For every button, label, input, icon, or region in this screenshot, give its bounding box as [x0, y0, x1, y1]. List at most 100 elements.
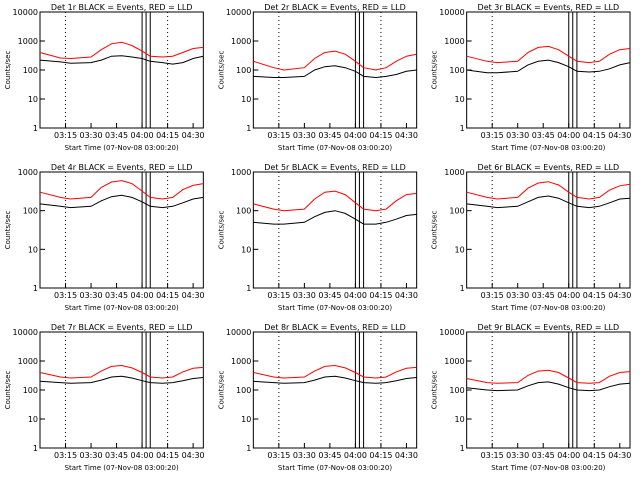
y-axis-label: Counts/sec: [217, 211, 225, 250]
x-tick-label: 04:00: [131, 131, 154, 140]
lld-series-line: [253, 190, 417, 212]
y-tick-label: 10: [454, 415, 464, 424]
chart-panel: Det 8r BLACK = Events, RED = LLD 1 10 100 10…: [217, 323, 418, 472]
y-tick-label: 1000: [444, 37, 464, 46]
x-tick-label: 03:30: [506, 131, 529, 140]
lld-series-line: [39, 41, 204, 60]
y-tick-label: 100: [236, 66, 251, 75]
x-tick-label: 03:30: [293, 291, 316, 300]
y-tick-label: 1000: [231, 37, 251, 46]
lld-series-line: [253, 364, 417, 379]
chart-title: Det 4r BLACK = Events, RED = LLD: [51, 163, 193, 172]
lld-series-line: [466, 369, 631, 384]
y-tick-label: 1: [460, 124, 465, 133]
x-axis-label: Start Time (07-Nov-08 03:00:20): [65, 464, 179, 472]
y-tick-label: 1000: [18, 168, 38, 177]
x-tick-label: 03:15: [267, 451, 290, 460]
x-tick-label: 04:00: [557, 131, 580, 140]
y-axis-label: Counts/sec: [4, 51, 12, 90]
plot-frame: [252, 331, 418, 449]
x-tick-label: 04:15: [369, 131, 392, 140]
x-tick-label: 04:15: [156, 451, 179, 460]
y-tick-label: 1000: [231, 168, 251, 177]
x-tick-label: 04:30: [182, 291, 205, 300]
x-tick-label: 03:15: [481, 291, 504, 300]
y-tick-label: 10: [241, 415, 251, 424]
plot-frame: [39, 11, 204, 129]
y-axis-label: Counts/sec: [4, 211, 12, 250]
y-tick-label: 1000: [18, 357, 38, 366]
x-axis-label: Start Time (07-Nov-08 03:00:20): [278, 464, 392, 472]
chart-panel: Det 6r BLACK = Events, RED = LLD 1 10 100 10…: [431, 163, 632, 312]
x-tick-label: 03:15: [54, 291, 77, 300]
plot-frame: [39, 331, 204, 449]
x-tick-label: 03:45: [105, 451, 128, 460]
chart-panel: Det 1r BLACK = Events, RED = LLD 1 10 100 10…: [4, 3, 205, 152]
chart-title: Det 8r BLACK = Events, RED = LLD: [264, 323, 406, 332]
x-axis-label: Start Time (07-Nov-08 03:00:20): [278, 304, 392, 312]
events-series-line: [39, 375, 204, 384]
y-tick-label: 1: [246, 444, 251, 453]
chart-panel: Det 7r BLACK = Events, RED = LLD 1 10 100 10…: [4, 323, 205, 472]
x-tick-label: 04:15: [583, 451, 606, 460]
y-tick-label: 100: [449, 66, 464, 75]
x-tick-label: 03:30: [293, 451, 316, 460]
x-axis-label: Start Time (07-Nov-08 03:00:20): [491, 304, 605, 312]
x-tick-label: 04:00: [344, 451, 367, 460]
x-tick-label: 03:30: [506, 451, 529, 460]
y-tick-label: 100: [23, 207, 38, 216]
chart-panel: Det 3r BLACK = Events, RED = LLD 1 10 100 10…: [431, 3, 632, 152]
lld-series-line: [253, 50, 417, 71]
x-tick-label: 03:15: [481, 131, 504, 140]
x-tick-label: 04:30: [608, 291, 631, 300]
x-tick-label: 04:30: [395, 451, 418, 460]
chart-title: Det 5r BLACK = Events, RED = LLD: [264, 163, 406, 172]
x-tick-label: 04:00: [557, 291, 580, 300]
events-series-line: [466, 59, 631, 74]
lld-series-line: [466, 181, 631, 200]
y-tick-label: 1: [246, 284, 251, 293]
x-tick-label: 03:45: [318, 291, 341, 300]
y-tick-label: 10000: [439, 328, 464, 337]
x-axis-label: Start Time (07-Nov-08 03:00:20): [491, 144, 605, 152]
y-axis-label: Counts/sec: [431, 211, 439, 250]
x-tick-label: 03:45: [532, 291, 555, 300]
y-axis-label: Counts/sec: [431, 371, 439, 410]
y-tick-label: 1: [33, 124, 38, 133]
x-tick-label: 03:30: [506, 291, 529, 300]
y-tick-label: 10000: [13, 328, 38, 337]
lld-series-line: [466, 45, 631, 64]
x-tick-label: 04:15: [369, 451, 392, 460]
y-tick-label: 100: [236, 386, 251, 395]
y-tick-label: 1000: [231, 357, 251, 366]
plot-frame: [252, 11, 418, 129]
x-tick-label: 04:30: [608, 131, 631, 140]
lld-series-line: [39, 180, 204, 200]
x-tick-label: 03:15: [54, 451, 77, 460]
y-tick-label: 100: [236, 207, 251, 216]
x-tick-label: 03:30: [80, 451, 103, 460]
chart-panel: Det 4r BLACK = Events, RED = LLD 1 10 100 10…: [4, 163, 205, 312]
x-tick-label: 03:45: [318, 131, 341, 140]
x-tick-label: 03:15: [481, 451, 504, 460]
y-tick-label: 10: [454, 245, 464, 254]
chart-panel: Det 9r BLACK = Events, RED = LLD 1 10 100 10…: [431, 323, 632, 472]
x-tick-label: 03:30: [293, 131, 316, 140]
plot-frame: [39, 171, 204, 289]
y-tick-label: 1000: [444, 168, 464, 177]
events-series-line: [253, 375, 417, 384]
y-tick-label: 100: [23, 66, 38, 75]
x-tick-label: 03:15: [267, 131, 290, 140]
y-tick-label: 1: [460, 284, 465, 293]
events-series-line: [253, 210, 417, 225]
x-tick-label: 04:00: [131, 451, 154, 460]
x-tick-label: 03:15: [54, 131, 77, 140]
x-tick-label: 04:00: [557, 451, 580, 460]
x-axis-label: Start Time (07-Nov-08 03:00:20): [65, 304, 179, 312]
y-tick-label: 10000: [13, 8, 38, 17]
x-tick-label: 03:45: [105, 131, 128, 140]
y-tick-label: 10: [454, 95, 464, 104]
lld-series-line: [39, 364, 204, 379]
x-tick-label: 03:30: [80, 291, 103, 300]
x-tick-label: 03:15: [267, 291, 290, 300]
